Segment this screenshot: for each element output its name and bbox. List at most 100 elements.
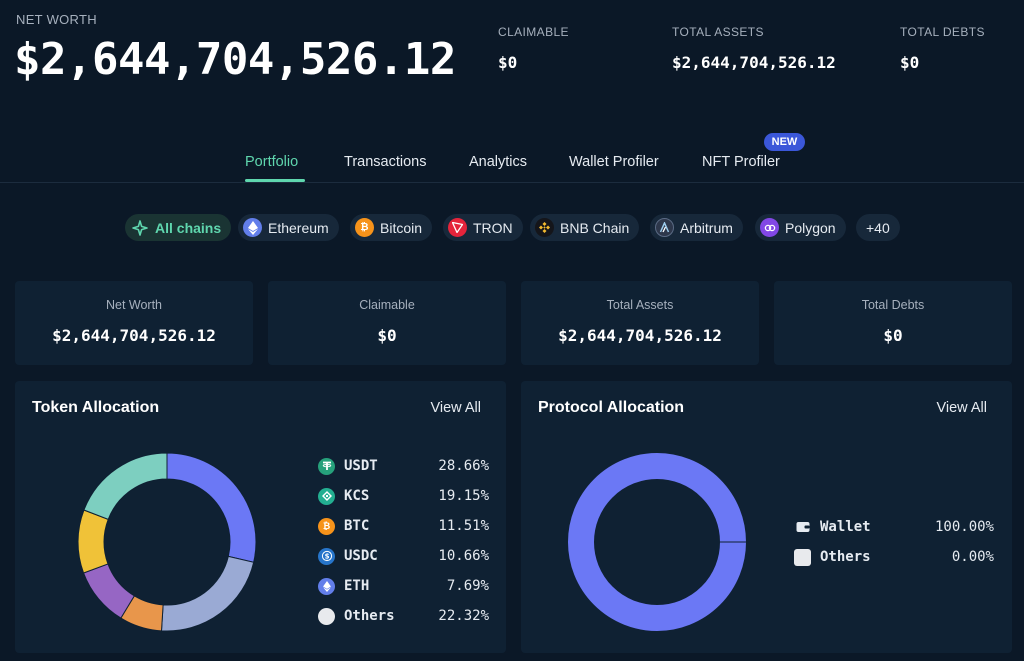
bnb-chain-icon — [535, 218, 554, 237]
legend-item-others: Others 0.00% — [794, 547, 994, 567]
total-debts-label: TOTAL DEBTS — [900, 25, 985, 39]
summary-label: Net Worth — [105, 298, 163, 312]
legend-pct: 19.15% — [438, 488, 489, 504]
legend-pct: 22.32% — [438, 608, 489, 624]
new-badge: NEW — [764, 133, 805, 151]
donut-slice-btc — [77, 509, 109, 574]
summary-card-total-debts: Total Debts $0 — [774, 281, 1012, 365]
chain-chip-bnb-chain[interactable]: BNB Chain — [530, 214, 640, 241]
donut-slice-usdt — [166, 452, 257, 563]
chain-chip-bitcoin[interactable]: ₿ Bitcoin — [350, 214, 433, 241]
others-icon — [794, 548, 811, 566]
chain-filter: All chains Ethereum ₿ Bitcoin TRON BNB C… — [0, 214, 1024, 242]
total-assets-label: TOTAL ASSETS — [672, 25, 764, 39]
legend-item-eth: ETH 7.69% — [318, 576, 489, 596]
more-chains-button[interactable]: +40 — [856, 214, 900, 241]
donut-slice-wallet — [568, 453, 746, 631]
arbitrum-icon — [655, 218, 674, 237]
protocol-allocation-panel: Protocol Allocation View All Wallet 100.… — [521, 381, 1012, 653]
legend-pct: 100.00% — [934, 519, 994, 535]
donut-slice-others — [160, 555, 255, 632]
chain-chip-arbitrum[interactable]: Arbitrum — [650, 214, 743, 241]
total-assets-stat: TOTAL ASSETS $2,644,704,526.12 — [672, 25, 836, 72]
svg-text:$: $ — [324, 552, 329, 560]
tab-transactions[interactable]: Transactions — [344, 154, 427, 170]
tab-wallet-profiler[interactable]: Wallet Profiler — [569, 154, 659, 170]
chain-chip-label: Bitcoin — [380, 219, 423, 236]
chain-chip-all-chains[interactable]: All chains — [125, 214, 232, 241]
legend-item-others: Others 22.32% — [318, 606, 489, 626]
claimable-value: $0 — [498, 53, 518, 72]
chain-chip-ethereum[interactable]: Ethereum — [238, 214, 339, 241]
net-worth-label: NET WORTH — [16, 12, 97, 27]
total-debts-value: $0 — [900, 53, 920, 72]
chain-chip-label: Ethereum — [268, 219, 329, 236]
tron-icon — [448, 218, 467, 237]
tab-analytics[interactable]: Analytics — [469, 154, 528, 170]
token-allocation-legend: USDT 28.66% KCS 19.15% ₿ BTC 11.51% $ US… — [318, 456, 489, 636]
legend-name: USDC — [344, 548, 378, 564]
chain-chip-label: BNB Chain — [560, 219, 630, 236]
protocol-allocation-legend: Wallet 100.00% Others 0.00% — [794, 517, 994, 569]
active-tab-indicator — [245, 179, 305, 182]
net-worth-value: $2,644,704,526.12 — [14, 34, 456, 85]
token-allocation-panel: Token Allocation View All USDT 28.66% KC… — [15, 381, 506, 653]
protocol-allocation-view-all[interactable]: View All — [936, 400, 987, 416]
legend-pct: 0.00% — [951, 549, 994, 565]
legend-item-wallet: Wallet 100.00% — [794, 517, 994, 537]
chain-chip-polygon[interactable]: Polygon — [755, 214, 846, 241]
tab-bar: Portfolio Transactions Analytics Wallet … — [0, 140, 1024, 183]
ethereum-icon — [243, 218, 262, 237]
header: NET WORTH $2,644,704,526.12 CLAIMABLE $0… — [0, 0, 1024, 140]
legend-item-usdt: USDT 28.66% — [318, 456, 489, 476]
summary-card-claimable: Claimable $0 — [268, 281, 506, 365]
legend-pct: 11.51% — [438, 518, 489, 534]
token-allocation-view-all[interactable]: View All — [430, 400, 481, 416]
legend-item-btc: ₿ BTC 11.51% — [318, 516, 489, 536]
protocol-allocation-title: Protocol Allocation — [538, 399, 685, 416]
kcs-icon — [318, 487, 335, 505]
legend-pct: 7.69% — [446, 578, 489, 594]
claimable-stat: CLAIMABLE $0 — [498, 25, 569, 72]
chain-chip-label: Polygon — [785, 219, 836, 236]
summary-card-total-assets: Total Assets $2,644,704,526.12 — [521, 281, 759, 365]
chain-chip-label: All chains — [155, 219, 222, 236]
others-icon — [318, 607, 335, 625]
chain-chip-tron[interactable]: TRON — [443, 214, 523, 241]
total-assets-value: $2,644,704,526.12 — [672, 53, 836, 72]
legend-item-usdc: $ USDC 10.66% — [318, 546, 489, 566]
summary-value: $2,644,704,526.12 — [52, 326, 216, 345]
chain-chip-label: Arbitrum — [680, 219, 733, 236]
bitcoin-icon: ₿ — [355, 218, 374, 237]
chain-chip-label: TRON — [473, 219, 513, 236]
polygon-icon — [760, 218, 779, 237]
legend-name: Wallet — [820, 519, 871, 535]
btc-icon: ₿ — [318, 517, 335, 535]
claimable-label: CLAIMABLE — [498, 25, 569, 39]
all-chains-icon — [130, 218, 149, 237]
wallet-icon — [794, 519, 811, 536]
tab-nft-profiler[interactable]: NFT Profiler — [702, 154, 780, 170]
usdt-icon — [318, 457, 335, 475]
legend-name: BTC — [344, 518, 370, 534]
token-allocation-donut — [77, 452, 257, 632]
legend-pct: 10.66% — [438, 548, 489, 564]
legend-name: Others — [344, 608, 395, 624]
summary-card-net-worth: Net Worth $2,644,704,526.12 — [15, 281, 253, 365]
summary-value: $0 — [377, 326, 397, 345]
token-allocation-title: Token Allocation — [32, 399, 160, 416]
legend-pct: 28.66% — [438, 458, 489, 474]
summary-label: Total Debts — [861, 298, 925, 312]
summary-value: $0 — [883, 326, 903, 345]
legend-name: KCS — [344, 488, 370, 504]
summary-label: Claimable — [359, 298, 415, 312]
legend-name: Others — [820, 549, 871, 565]
eth-icon — [318, 577, 335, 595]
total-debts-stat: TOTAL DEBTS $0 — [900, 25, 985, 72]
protocol-allocation-donut — [568, 453, 746, 631]
usdc-icon: $ — [318, 547, 335, 565]
tab-portfolio[interactable]: Portfolio — [245, 154, 299, 170]
legend-name: ETH — [344, 578, 370, 594]
summary-label: Total Assets — [606, 298, 674, 312]
legend-item-kcs: KCS 19.15% — [318, 486, 489, 506]
